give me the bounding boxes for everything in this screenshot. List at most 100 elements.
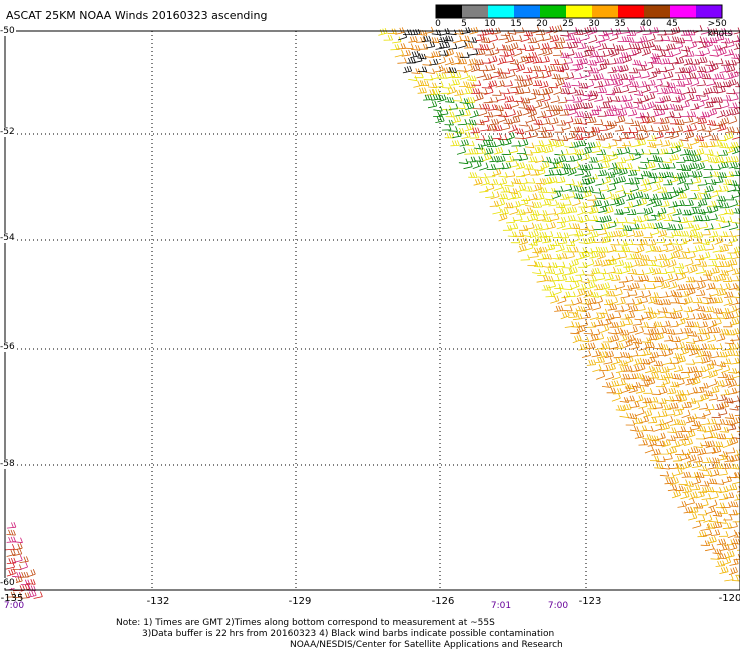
wind-barb bbox=[609, 198, 619, 206]
wind-barb bbox=[458, 81, 469, 87]
wind-barb bbox=[569, 185, 579, 192]
wind-barb bbox=[524, 163, 534, 170]
wind-barb bbox=[617, 251, 628, 259]
legend-swatch bbox=[618, 5, 644, 18]
wind-barb bbox=[688, 207, 698, 216]
wind-barb bbox=[535, 71, 545, 79]
wind-barb bbox=[682, 461, 692, 470]
wind-barb bbox=[582, 49, 592, 57]
wind-barb bbox=[608, 152, 618, 162]
wind-barb bbox=[654, 131, 664, 140]
wind-barb bbox=[704, 101, 714, 109]
wind-barb bbox=[671, 490, 681, 499]
y-tick-label: -58 bbox=[0, 459, 16, 469]
wind-barb bbox=[622, 42, 632, 51]
wind-barb bbox=[580, 277, 590, 284]
wind-barb bbox=[731, 538, 740, 545]
wind-barb bbox=[396, 43, 406, 50]
wind-barb bbox=[697, 179, 708, 186]
wind-barb bbox=[493, 124, 503, 132]
wind-barb bbox=[542, 216, 552, 223]
wind-barb bbox=[455, 109, 465, 117]
wind-barb bbox=[532, 56, 543, 64]
wind-barb bbox=[693, 36, 703, 43]
wind-barb bbox=[716, 86, 726, 94]
wind-barb bbox=[674, 404, 685, 411]
wind-barb bbox=[632, 47, 642, 56]
wind-barb bbox=[537, 126, 547, 133]
wind-barb bbox=[598, 308, 608, 315]
wind-barb bbox=[718, 41, 728, 50]
wind-barb bbox=[686, 251, 696, 260]
wind-barb bbox=[584, 206, 594, 214]
wind-barb bbox=[548, 41, 558, 50]
wind-barb bbox=[656, 212, 666, 222]
wind-barb bbox=[619, 52, 629, 58]
wind-barb bbox=[664, 232, 674, 238]
wind-barb bbox=[546, 105, 556, 111]
wind-barb bbox=[728, 102, 738, 109]
wind-barb bbox=[717, 518, 727, 524]
wind-barb bbox=[724, 413, 735, 420]
wind-barb bbox=[696, 244, 706, 252]
wind-barb bbox=[633, 253, 643, 260]
wind-barb bbox=[531, 88, 541, 95]
wind-barb bbox=[652, 104, 663, 111]
wind-barb bbox=[664, 415, 674, 425]
wind-barb bbox=[564, 116, 574, 124]
wind-barb bbox=[705, 404, 715, 411]
wind-barb bbox=[701, 370, 711, 379]
wind-barb bbox=[686, 111, 697, 117]
wind-barb bbox=[441, 83, 452, 89]
wind-barb bbox=[660, 35, 671, 42]
wind-barb bbox=[662, 404, 672, 411]
legend-swatch bbox=[644, 5, 670, 18]
wind-barb bbox=[521, 169, 531, 177]
wind-barbs bbox=[5, 24, 740, 599]
wind-barb bbox=[642, 434, 652, 440]
wind-barb bbox=[513, 214, 523, 222]
note-line-1: Note: 1) Times are GMT 2)Times along bot… bbox=[116, 618, 495, 628]
wind-barb bbox=[469, 132, 480, 139]
wind-barb bbox=[535, 34, 545, 43]
wind-barb bbox=[729, 558, 739, 566]
wind-barb bbox=[728, 542, 738, 551]
wind-barb bbox=[533, 223, 543, 231]
wind-barb bbox=[542, 176, 552, 186]
wind-barb bbox=[667, 446, 677, 455]
wind-barb bbox=[446, 86, 457, 95]
wind-barb bbox=[659, 448, 670, 455]
wind-barb bbox=[635, 407, 645, 417]
wind-barb bbox=[637, 197, 647, 207]
wind-barb bbox=[521, 231, 532, 238]
wind-barb bbox=[566, 132, 576, 140]
legend-swatch bbox=[514, 5, 540, 18]
wind-barb bbox=[458, 158, 469, 165]
wind-barb bbox=[695, 312, 706, 320]
wind-barb bbox=[670, 36, 680, 43]
wind-barb bbox=[623, 101, 633, 109]
wind-barb bbox=[559, 72, 569, 79]
wind-barb bbox=[609, 342, 619, 350]
wind-barb bbox=[505, 35, 515, 44]
wind-barb bbox=[601, 143, 612, 149]
wind-barb bbox=[610, 109, 621, 116]
wind-barb bbox=[672, 208, 682, 216]
wind-barb bbox=[489, 200, 500, 207]
y-tick-label: -52 bbox=[0, 127, 16, 137]
wind-barb bbox=[668, 239, 679, 245]
wind-barb bbox=[644, 266, 655, 275]
wind-barb bbox=[675, 463, 685, 470]
wind-barb bbox=[649, 86, 659, 93]
wind-barb bbox=[456, 103, 466, 110]
wind-barb bbox=[630, 282, 640, 290]
wind-barb bbox=[18, 561, 28, 571]
wind-barb bbox=[688, 246, 698, 253]
wind-barb bbox=[565, 276, 575, 282]
wind-barb bbox=[625, 298, 635, 305]
wind-barb bbox=[593, 224, 604, 231]
wind-barb bbox=[719, 185, 729, 192]
wind-barb bbox=[604, 273, 614, 281]
wind-barb bbox=[470, 88, 481, 94]
wind-barb bbox=[713, 363, 723, 372]
